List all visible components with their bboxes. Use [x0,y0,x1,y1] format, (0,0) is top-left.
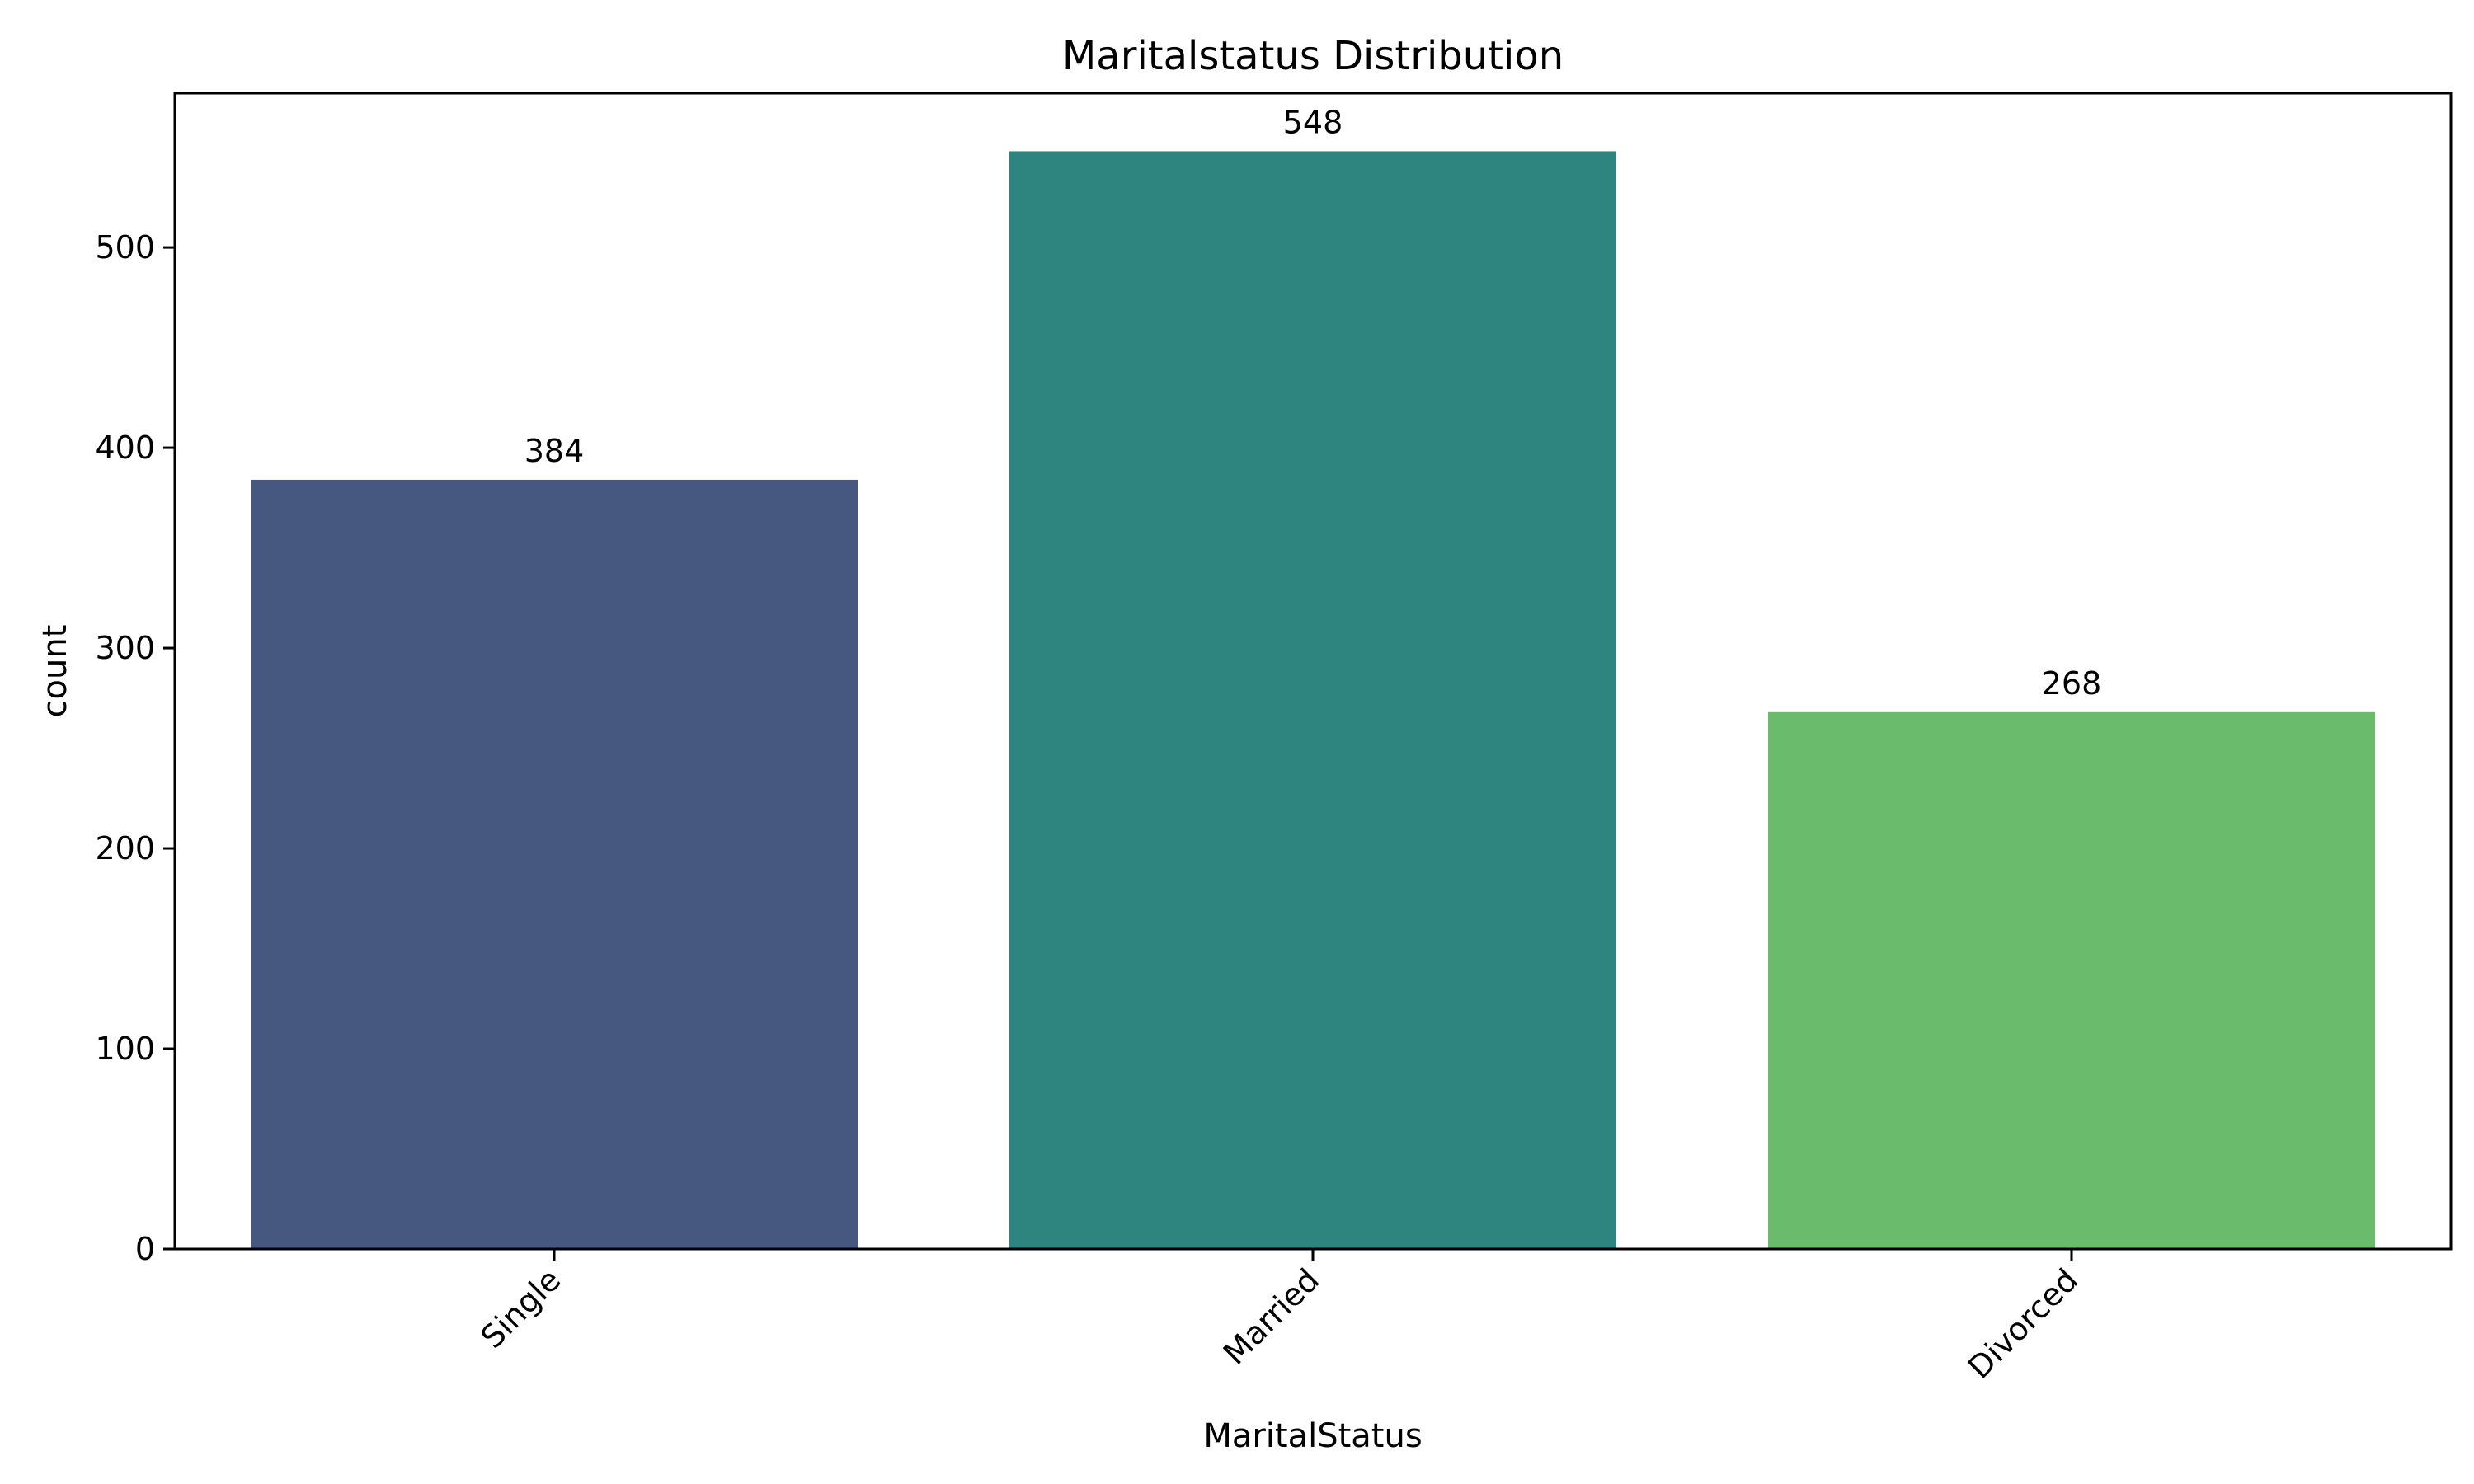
y-tick-label: 500 [95,229,155,265]
y-tick-label: 200 [95,830,155,866]
y-axis-label: count [36,625,74,718]
y-tick-label: 100 [95,1031,155,1067]
data-label-married: 548 [1283,104,1343,140]
y-axis: 0 100 200 300 400 500 [95,229,175,1267]
chart-title: Maritalstatus Distribution [1062,33,1564,79]
y-tick-label: 300 [95,630,155,666]
bar-married [1009,151,1616,1249]
x-axis-label: MaritalStatus [1203,1417,1422,1455]
data-label-divorced: 268 [2042,665,2102,702]
data-labels-layer: 384 548 268 [524,104,2102,701]
y-tick-label: 400 [95,430,155,466]
bars-layer [251,151,2375,1249]
y-tick-label: 0 [135,1231,155,1267]
bar-single [251,479,858,1249]
bar-divorced [1768,711,2375,1249]
data-label-single: 384 [524,433,585,469]
